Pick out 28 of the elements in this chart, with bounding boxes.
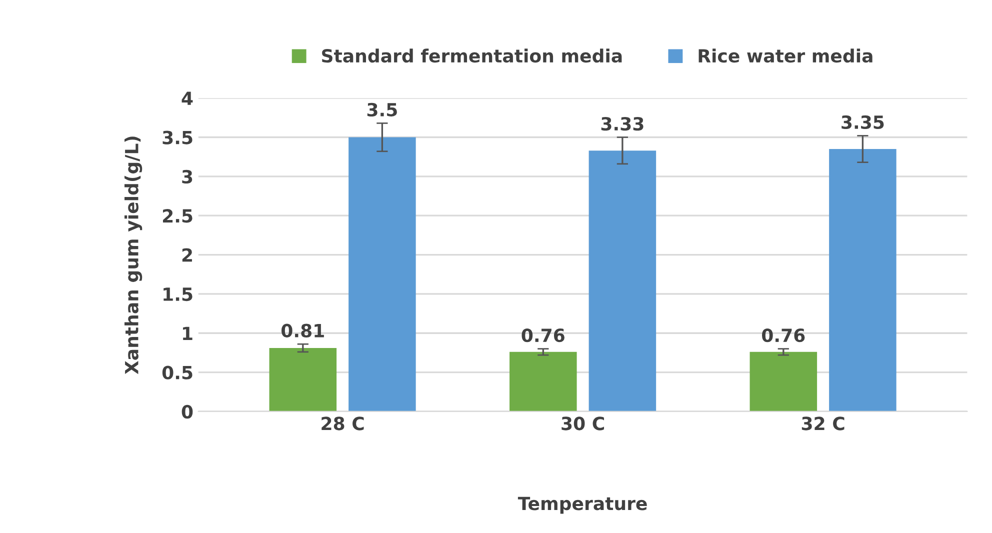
data-label: 3.33 [601,116,644,131]
data-label: 3.5 [367,102,397,117]
legend-label: Rice water media [698,48,872,63]
y-tick-label: 2 [182,248,192,262]
bar [510,352,577,412]
data-label: 3.35 [842,115,884,130]
y-tick-label: 0 [182,404,193,419]
bar [588,150,656,412]
data-label: 0.81 [282,324,324,338]
bar [750,352,818,412]
data-label: 0.76 [762,328,805,342]
y-tick-label: 3.5 [162,130,192,144]
data-label: 0.76 [522,328,564,342]
y-tick-label: 2.5 [162,209,192,223]
bar [348,137,416,412]
bar [829,149,896,412]
bar [269,348,337,412]
y-tick-label: 1 [183,326,192,340]
y-tick-label: 1.5 [164,288,192,302]
y-axis-title: Xanthan gum yield(g/L) [124,136,142,374]
legend-label: Standard fermentation media [322,48,622,63]
x-tick-label: 30 C [562,416,604,430]
x-tick-label: 32 C [802,416,844,430]
y-tick-label: 3 [182,170,192,184]
y-tick-label: 0.5 [162,366,192,380]
y-tick-label: 4 [182,92,193,105]
x-axis-title: Temperature [518,496,647,514]
x-tick-label: 28 C [322,416,364,430]
